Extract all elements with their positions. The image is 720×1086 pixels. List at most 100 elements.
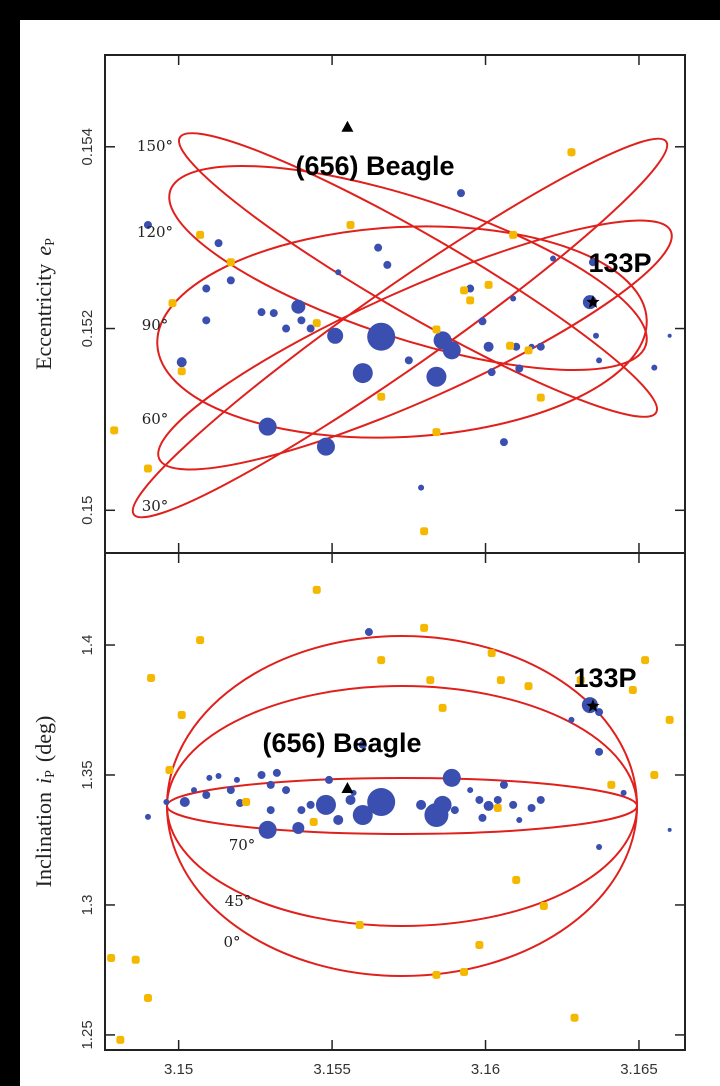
y-tick-label: 0.154 <box>79 128 96 166</box>
member-point <box>568 716 575 723</box>
member-point <box>282 786 291 795</box>
background-point <box>432 325 441 334</box>
angle-label: 0° <box>223 933 240 951</box>
member-point <box>493 795 502 804</box>
angle-label: 120° <box>137 223 173 241</box>
background-point <box>432 428 441 437</box>
background-point <box>524 682 533 691</box>
background-point <box>143 994 152 1003</box>
member-point <box>215 773 222 780</box>
x-tick-label: 3.16 <box>471 1061 500 1078</box>
object-label: 133P <box>588 248 651 278</box>
member-point <box>536 795 545 804</box>
member-point <box>358 740 367 749</box>
member-point <box>550 255 557 262</box>
member-point <box>595 747 604 756</box>
y-axis-label-part: Eccentricity <box>31 264 56 370</box>
background-point <box>420 527 429 536</box>
family-ellipse <box>131 137 669 519</box>
member-point <box>327 327 344 344</box>
background-point <box>512 876 521 885</box>
background-point <box>226 258 235 267</box>
member-point <box>226 276 235 285</box>
object-marker <box>341 781 354 793</box>
member-point <box>163 799 170 806</box>
background-point <box>110 426 119 435</box>
member-point <box>416 799 427 810</box>
member-point <box>487 368 496 377</box>
background-point <box>567 148 576 157</box>
family-ellipse <box>156 225 648 439</box>
member-point <box>483 800 494 811</box>
member-point <box>588 258 597 267</box>
background-point <box>466 296 475 305</box>
member-point <box>306 800 315 809</box>
object-marker <box>586 699 600 712</box>
background-point <box>487 649 496 658</box>
member-point <box>383 260 392 269</box>
member-point <box>233 776 240 783</box>
angle-label: 90° <box>142 316 169 334</box>
member-point <box>297 316 306 325</box>
background-point <box>177 710 186 719</box>
member-point <box>257 308 266 317</box>
background-point <box>420 623 429 632</box>
background-point <box>116 1035 125 1044</box>
member-point <box>483 341 494 352</box>
member-point <box>515 364 524 373</box>
background-point <box>493 803 502 812</box>
background-point <box>346 220 355 229</box>
member-point <box>144 813 151 820</box>
y-axis-label-part: P <box>43 238 58 246</box>
member-point <box>282 324 291 333</box>
member-point <box>367 322 396 351</box>
background-point <box>475 940 484 949</box>
member-point <box>291 299 306 314</box>
family-ellipse <box>157 219 673 471</box>
member-point <box>297 806 306 815</box>
member-point <box>306 324 315 333</box>
member-point <box>404 356 413 365</box>
y-tick-label: 0.152 <box>79 310 96 348</box>
member-point <box>364 628 373 637</box>
background-point <box>570 1013 579 1022</box>
member-point <box>143 220 152 229</box>
y-tick-label: 1.25 <box>79 1020 96 1049</box>
background-point <box>312 585 321 594</box>
member-point <box>509 800 518 809</box>
member-point <box>442 768 461 787</box>
member-point <box>374 243 383 252</box>
member-point <box>499 438 508 447</box>
member-point <box>478 813 487 822</box>
member-point <box>467 787 474 794</box>
background-point <box>665 715 674 724</box>
background-point <box>432 970 441 979</box>
member-point <box>651 364 658 371</box>
family-ellipse <box>166 777 638 835</box>
member-point <box>325 775 334 784</box>
member-point <box>206 774 213 781</box>
object-marker <box>341 120 354 132</box>
y-tick-label: 1.3 <box>79 895 96 916</box>
object-label: 133P <box>573 663 636 693</box>
member-point <box>292 822 305 835</box>
x-tick-label: 3.165 <box>620 1061 658 1078</box>
member-point <box>377 806 386 815</box>
background-point <box>438 703 447 712</box>
y-axis-label-part: i <box>31 778 56 784</box>
y-tick-label: 1.35 <box>79 760 96 789</box>
member-point <box>179 797 190 808</box>
object-label: (656) Beagle <box>295 151 454 181</box>
background-point <box>242 798 251 807</box>
background-point <box>377 656 386 665</box>
member-point <box>190 787 197 794</box>
background-point <box>196 636 205 645</box>
y-axis-label-part: e <box>31 246 56 256</box>
background-point <box>576 676 585 685</box>
background-point <box>131 955 140 964</box>
background-point <box>460 968 469 977</box>
background-point <box>196 230 205 239</box>
background-point <box>165 766 174 775</box>
y-axis-label-part: Inclination <box>31 792 56 887</box>
y-tick-label: 0.15 <box>79 496 96 525</box>
